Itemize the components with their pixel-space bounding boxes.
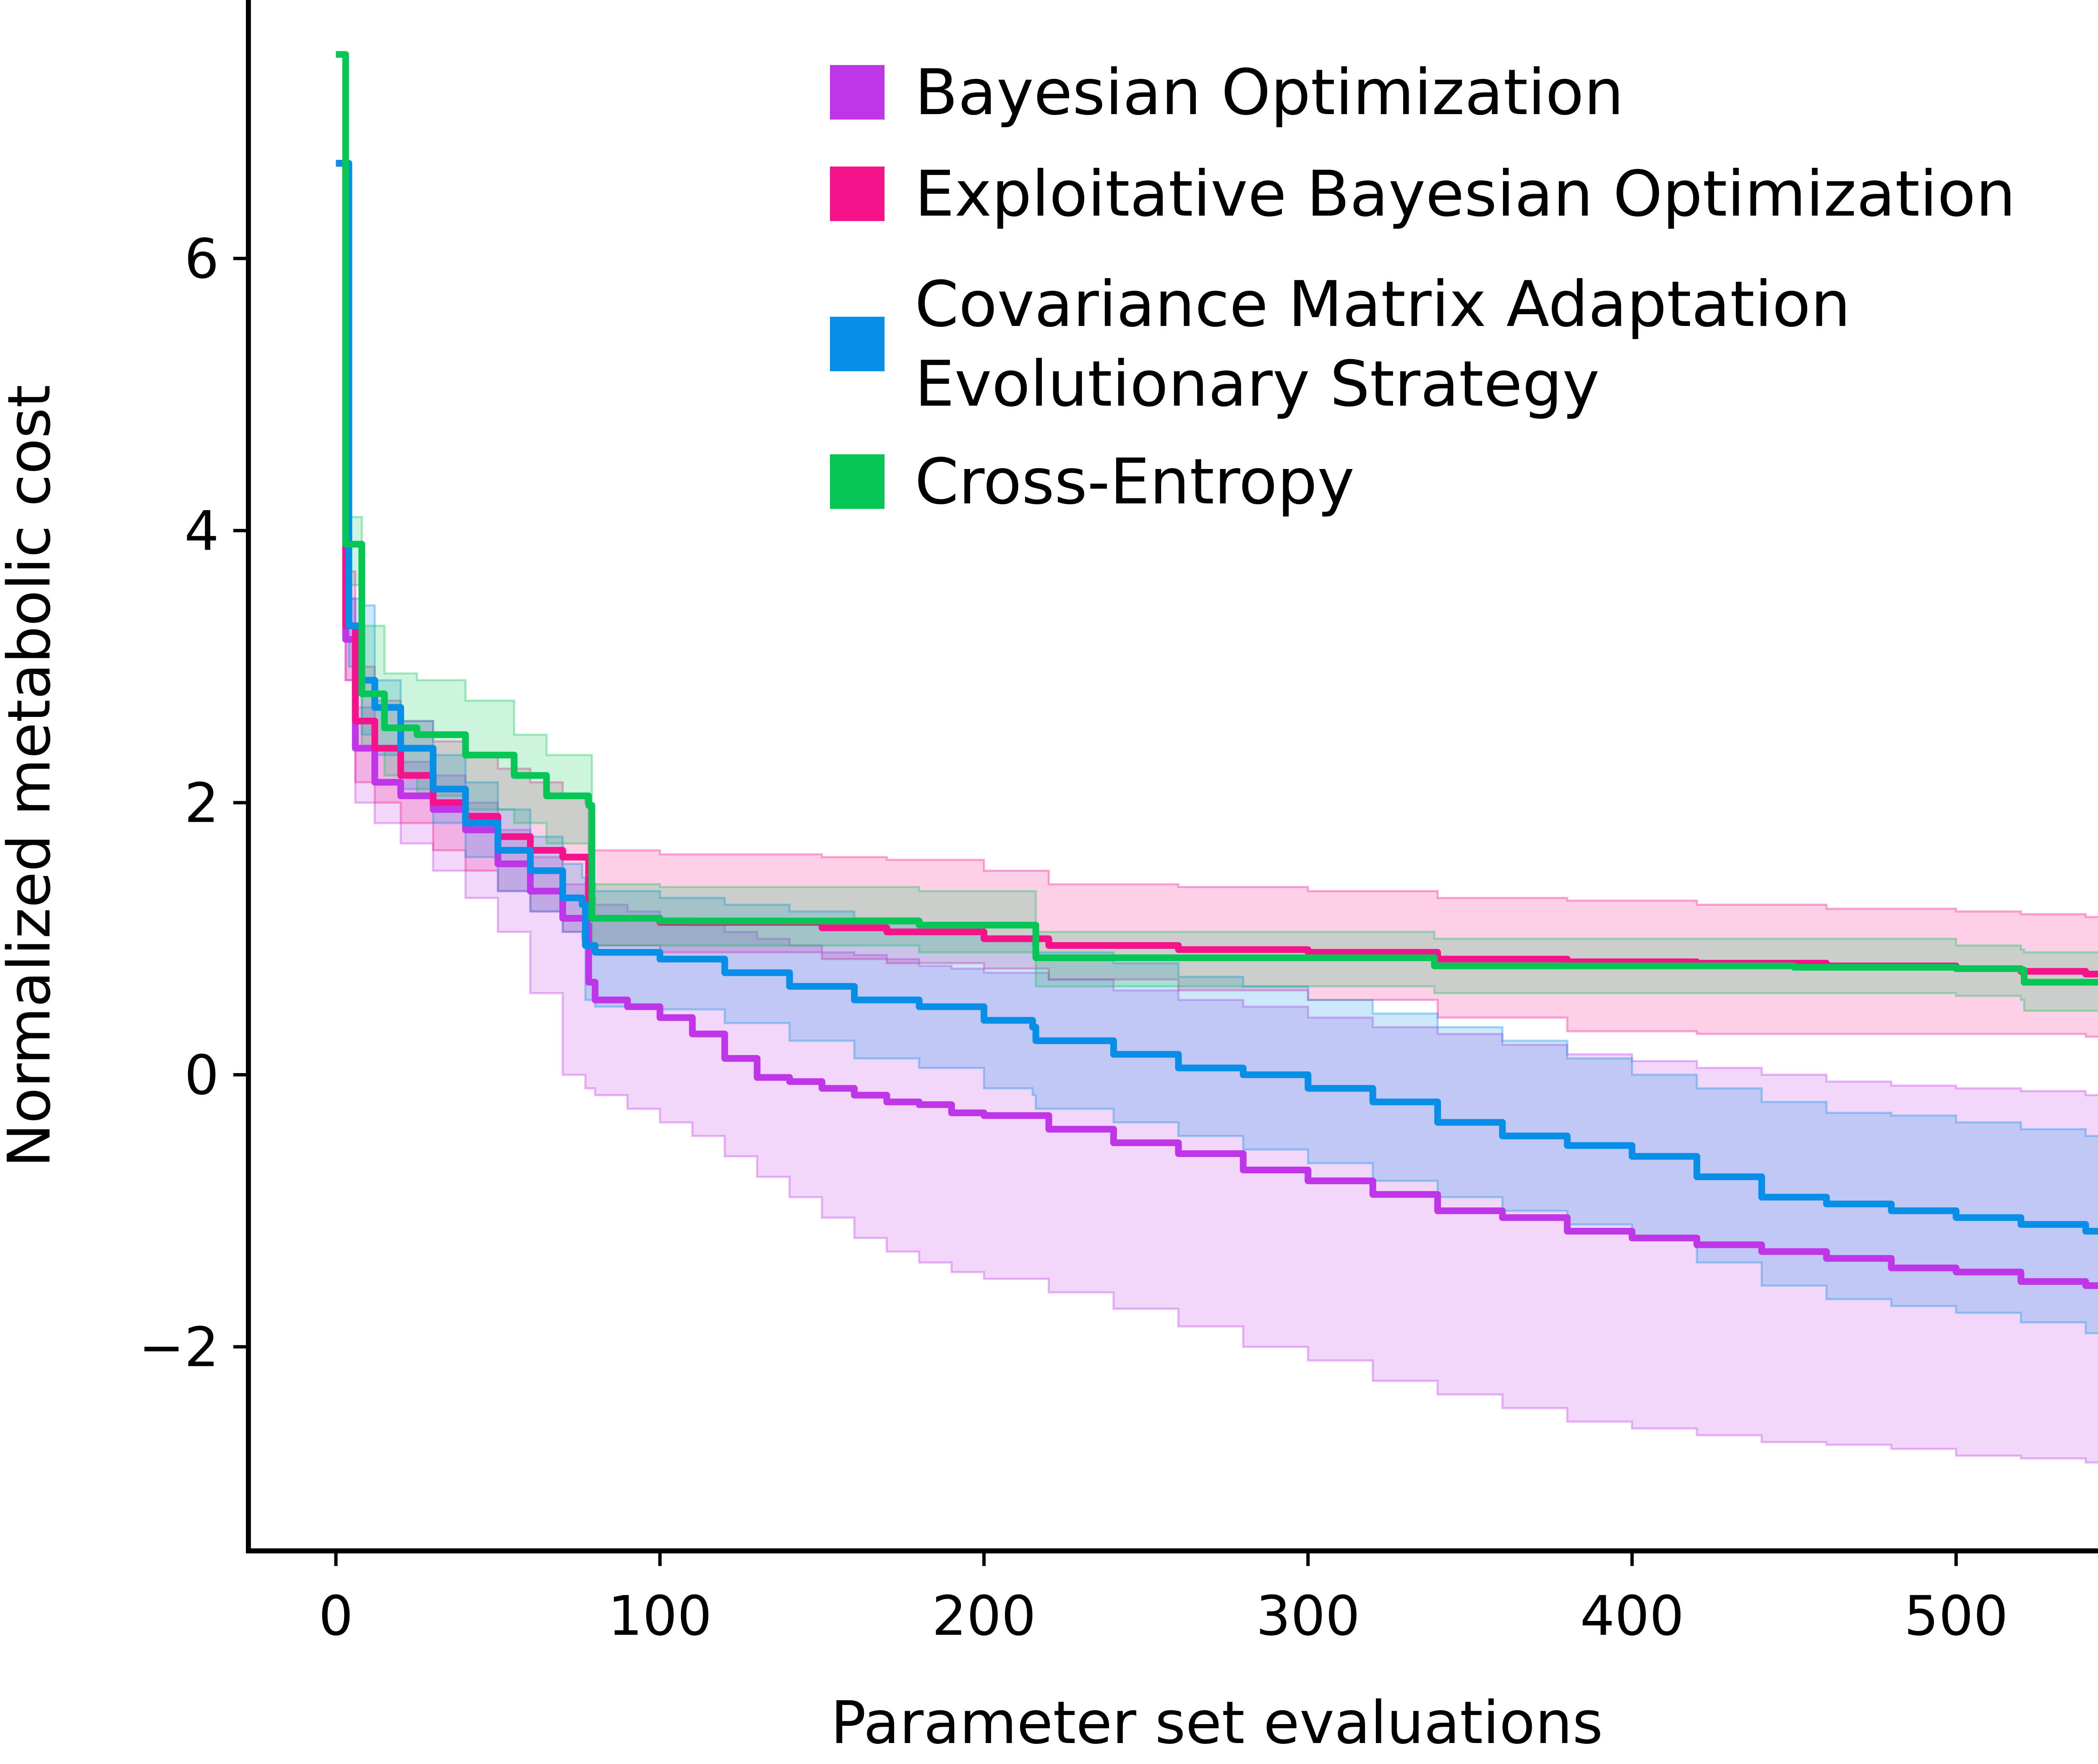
y-tick-label: 6	[184, 227, 219, 291]
y-tick-label: 2	[184, 771, 219, 835]
legend: Bayesian Optimization Exploitative Bayesi…	[830, 56, 2016, 519]
x-tick-label: 100	[608, 1584, 712, 1648]
x-tick-label: 200	[932, 1584, 1036, 1648]
legend-swatch	[830, 65, 885, 120]
y-ticks: −2 0 2 4 6	[138, 227, 248, 1379]
x-tick-label: 400	[1580, 1584, 1684, 1648]
y-tick-label: −2	[138, 1316, 219, 1379]
legend-swatch	[830, 167, 885, 221]
y-axis-title: Normalized metabolic cost	[0, 385, 64, 1167]
legend-label: Bayesian Optimization	[915, 56, 1624, 129]
legend-label: Covariance Matrix Adaptation Evolutionary…	[915, 268, 1850, 421]
x-tick-label: 0	[318, 1584, 353, 1648]
legend-swatch	[830, 454, 885, 509]
legend-swatch	[830, 317, 885, 371]
line-series-0	[336, 160, 2098, 1289]
line-series-3	[336, 51, 2098, 986]
x-axis-title: Parameter set evaluations	[831, 1689, 1603, 1757]
x-tick-label: 300	[1256, 1584, 1360, 1648]
x-ticks: 0 100 200 300 400 500	[318, 1551, 2008, 1648]
line-series-2	[336, 160, 2098, 1235]
y-tick-label: 4	[184, 499, 219, 563]
x-tick-label: 500	[1904, 1584, 2008, 1648]
band-series-3	[336, 53, 2098, 1012]
mean-lines	[336, 51, 2098, 1289]
y-tick-label: 0	[184, 1043, 219, 1107]
legend-label: Cross-Entropy	[915, 446, 1354, 519]
legend-label: Exploitative Bayesian Optimization	[915, 158, 2016, 231]
